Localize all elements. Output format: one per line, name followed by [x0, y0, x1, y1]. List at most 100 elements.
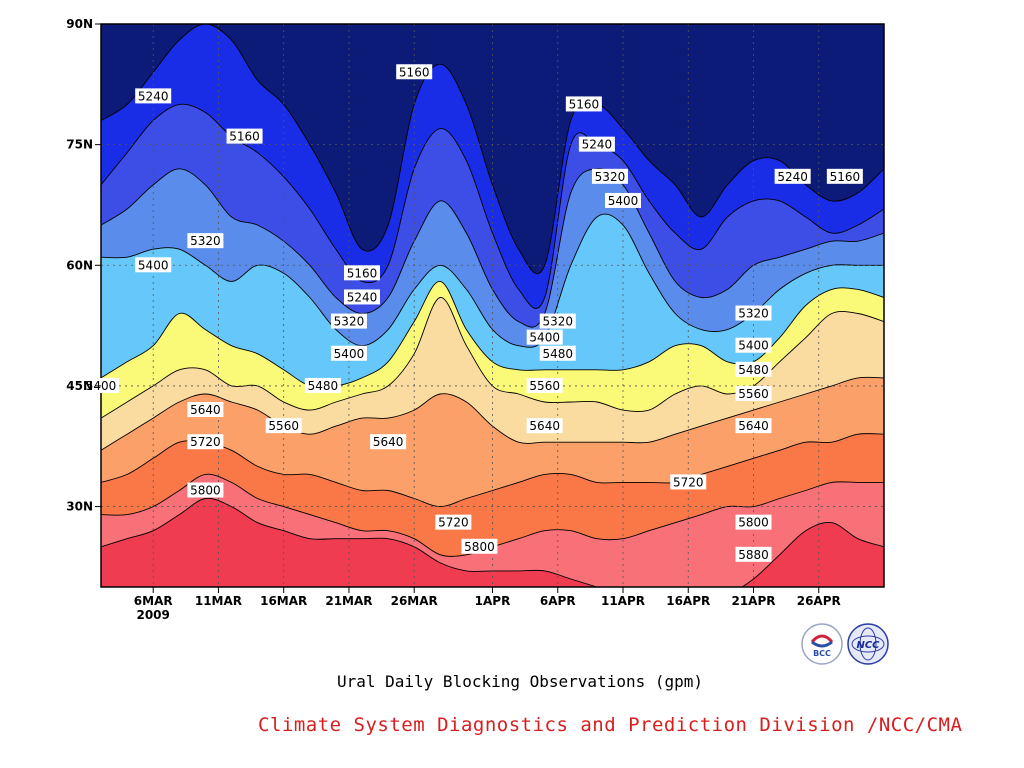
contour-label: 5640 [190, 403, 221, 417]
contour-label: 5160 [347, 266, 378, 280]
contour-label: 5240 [777, 170, 808, 184]
y-tick-label: 90N [66, 17, 93, 31]
contour-label: 5320 [334, 315, 365, 329]
contour-label-bg [526, 329, 563, 345]
x-tick-label: 16MAR [260, 594, 307, 608]
contour-label-bg [330, 345, 367, 361]
contour-label-bg [539, 345, 576, 361]
contour-label: 5160 [830, 170, 861, 184]
contour-label-bg [187, 434, 224, 450]
contour-label: 5400 [334, 347, 365, 361]
contour-label: 5240 [138, 89, 169, 103]
contour-label: 5560 [529, 379, 560, 393]
credit-line: Climate System Diagnostics and Predictio… [258, 714, 963, 736]
contour-label-bg [526, 418, 563, 434]
contour-label: 5560 [268, 419, 299, 433]
contour-label: 5560 [738, 387, 769, 401]
contour-fill-bands [101, 24, 884, 587]
contour-line-5160 [101, 24, 884, 275]
band-above-5880 [101, 498, 884, 587]
contour-label: 5400 [608, 194, 639, 208]
contour-label-bg [304, 377, 341, 393]
x-tick-label: 21MAR [325, 594, 372, 608]
ncc-logo: NCC [847, 623, 889, 665]
contour-label: 5400 [738, 339, 769, 353]
ncc-logo-text: NCC [856, 640, 880, 651]
contour-label: 5160 [399, 65, 430, 79]
x-tick-label: 26APR [797, 594, 841, 608]
y-tick-label: 30N [66, 500, 93, 514]
x-tick-label: 16APR [666, 594, 710, 608]
contour-label-bg [187, 402, 224, 418]
contour-label-bg [135, 257, 172, 273]
contour-label-bg [461, 538, 498, 554]
x-tick-label: 11MAR [195, 594, 242, 608]
contour-label-bg [344, 265, 380, 281]
contour-label-bg [187, 233, 224, 249]
contour-label: 5320 [190, 234, 221, 248]
contour-label-bg [605, 192, 641, 208]
contour-label-bg [735, 546, 772, 562]
y-axis: 30N 45N 60N 75N 90N [66, 17, 101, 514]
contour-label: 5800 [464, 540, 495, 554]
contour-labels: 5240 5160 5160 5160 5240 5320 5400 5240 5160 5320… [83, 64, 863, 562]
contour-label-bg [735, 361, 772, 377]
y-tick-label: 75N [66, 138, 93, 152]
contour-label: 5320 [542, 315, 573, 329]
x-tick-sublabel: 2009 [136, 608, 169, 622]
contour-label-bg [435, 514, 472, 530]
contour-label: 5720 [673, 475, 704, 489]
contour-label-bg [265, 418, 302, 434]
contour-label-bg [578, 136, 615, 152]
x-tick-label: 1APR [475, 594, 511, 608]
contour-label: 5800 [738, 516, 769, 530]
bcc-logo-text: BCC [813, 649, 831, 658]
contour-label-bg [591, 168, 628, 184]
x-tick-label: 6APR [540, 594, 576, 608]
contour-label-bg [774, 168, 811, 184]
contour-label-bg [330, 313, 367, 329]
contour-label-bg [226, 128, 263, 144]
contour-label-bg [344, 289, 380, 305]
chart-caption: Ural Daily Blocking Observations (gpm) [336, 672, 704, 691]
x-tick-label: 11APR [601, 594, 645, 608]
contour-label-bg [370, 434, 407, 450]
x-tick-label: 6MAR [134, 594, 173, 608]
contour-chart: 5240 5160 5160 5160 5240 5320 5400 5240 5160 5320… [66, 17, 885, 622]
contour-label: 5320 [738, 307, 769, 321]
contour-label-bg [735, 385, 772, 401]
bcc-logo: BCC [801, 623, 843, 665]
contour-label-bg [826, 168, 863, 184]
contour-label: 5640 [529, 419, 560, 433]
contour-label: 5240 [582, 138, 613, 152]
contour-label: 5160 [569, 97, 600, 111]
x-tick-label: 21APR [731, 594, 775, 608]
contour-label: 5480 [738, 363, 769, 377]
contour-label-bg [135, 88, 172, 104]
contour-label: 5480 [542, 347, 573, 361]
contour-label-bg [526, 377, 563, 393]
contour-label-bg [735, 305, 772, 321]
contour-label-bg [735, 418, 772, 434]
contour-label: 5720 [438, 516, 469, 530]
contour-label: 5480 [308, 379, 339, 393]
contour-label: 5160 [229, 130, 260, 144]
y-tick-label: 45N [66, 379, 93, 393]
contour-label: 5800 [190, 483, 221, 497]
contour-label: 5240 [347, 290, 378, 304]
contour-label: 5320 [595, 170, 626, 184]
contour-label-bg [565, 96, 602, 112]
contour-label-bg [187, 482, 224, 498]
contour-label: 5880 [738, 548, 769, 562]
contour-label-bg [735, 514, 772, 530]
contour-label-bg [539, 313, 576, 329]
contour-label: 5640 [373, 435, 404, 449]
x-tick-label: 26MAR [391, 594, 438, 608]
contour-label: 5720 [190, 435, 221, 449]
contour-label: 5400 [138, 258, 169, 272]
contour-label: 5400 [529, 331, 560, 345]
contour-label: 5640 [738, 419, 769, 433]
y-tick-label: 60N [66, 258, 93, 272]
contour-label-bg [396, 64, 433, 80]
